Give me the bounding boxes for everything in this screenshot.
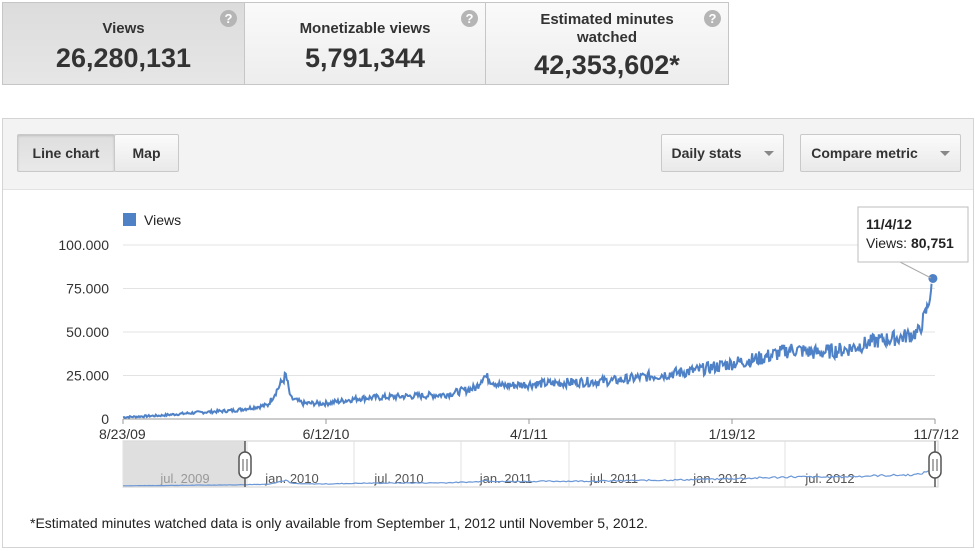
range-navigator[interactable]: jul. 2009 jan. 2010 jul. 2010 jan. 2011 jul.… [122, 440, 942, 488]
tooltip: 11/4/12 Views: 80,751 [857, 206, 969, 279]
navigator-line [123, 466, 933, 487]
chart-toolbar: Line chart Map Daily stats Compare metri… [3, 119, 973, 190]
help-icon[interactable]: ? [704, 10, 721, 27]
tooltip-pointer [899, 261, 932, 279]
y-axis: 100.000 75.000 50.000 25.000 0 [58, 237, 109, 427]
metrics-bar: ? Views 26,280,131 ? Monetizable views 5… [2, 2, 729, 85]
tooltip-box [857, 206, 969, 263]
help-icon[interactable]: ? [461, 10, 478, 27]
tooltip-value: 80,751 [911, 235, 954, 251]
x-tick-label: 1/19/12 [709, 426, 756, 442]
y-tick-label: 100.000 [58, 237, 109, 253]
navigator-frame [122, 440, 939, 488]
x-tick-label: 6/12/10 [303, 426, 350, 442]
navigator-label: jul. 2011 [589, 471, 638, 486]
navigator-label: jul. 2010 [373, 471, 423, 486]
metric-value: 5,791,344 [304, 43, 426, 73]
navigator-label: jul. 2009 [159, 471, 209, 486]
series-line-views [122, 276, 934, 420]
hover-point[interactable] [927, 272, 939, 284]
metric-label: Views [102, 20, 145, 37]
metric-views[interactable]: ? Views 26,280,131 [3, 3, 245, 84]
legend-swatch [123, 213, 136, 226]
navigator-left-handle[interactable] [238, 441, 252, 487]
x-tick-label: 4/1/11 [510, 426, 548, 442]
metric-label: Monetizable views [299, 20, 431, 37]
navigator-label: jan. 2011 [479, 471, 533, 486]
navigator-right-handle[interactable] [928, 441, 942, 487]
tooltip-date: 11/4/12 [866, 216, 912, 232]
daily-stats-label: Daily stats [671, 145, 742, 161]
metric-estimated-minutes[interactable]: ? Estimated minutes watched 42,353,602* [486, 3, 728, 84]
y-tick-label: 75.000 [66, 281, 109, 297]
metric-value: 42,353,602* [534, 50, 680, 80]
grid [123, 244, 935, 420]
compare-metric-dropdown[interactable]: Compare metric [800, 134, 961, 172]
chevron-down-icon [763, 150, 774, 156]
metric-label-line1: Estimated minutes [540, 11, 674, 28]
tooltip-label: Views: [866, 235, 907, 251]
navigator-labels: jul. 2009 jan. 2010 jul. 2010 jan. 2011 jul.… [122, 441, 855, 487]
compare-metric-label: Compare metric [811, 145, 918, 161]
legend-label: Views [144, 212, 181, 228]
metric-label-line2: watched [576, 29, 637, 46]
handle-grip[interactable] [928, 451, 942, 479]
navigator-label: jan. 2012 [692, 471, 747, 486]
help-icon[interactable]: ? [220, 10, 237, 27]
handle-grip[interactable] [238, 451, 252, 479]
y-tick-label: 0 [101, 411, 109, 427]
metric-value: 26,280,131 [55, 43, 192, 73]
y-tick-label: 50.000 [66, 324, 109, 340]
chevron-down-icon [939, 150, 950, 156]
tooltip-value-line: Views: 80,751 [866, 235, 954, 251]
y-tick-label: 25.000 [66, 368, 109, 384]
x-tick-label: 8/23/09 [99, 426, 146, 442]
map-button[interactable]: Map [114, 134, 179, 172]
x-tick-label: 11/7/12 [913, 426, 959, 442]
metric-monetizable-views[interactable]: ? Monetizable views 5,791,344 [245, 3, 486, 84]
x-axis: 8/23/09 6/12/10 4/1/11 1/19/12 11/7/12 [99, 419, 959, 442]
daily-stats-dropdown[interactable]: Daily stats [661, 134, 784, 172]
footnote: *Estimated minutes watched data is only … [30, 515, 648, 531]
navigator-excluded-range [123, 441, 245, 487]
